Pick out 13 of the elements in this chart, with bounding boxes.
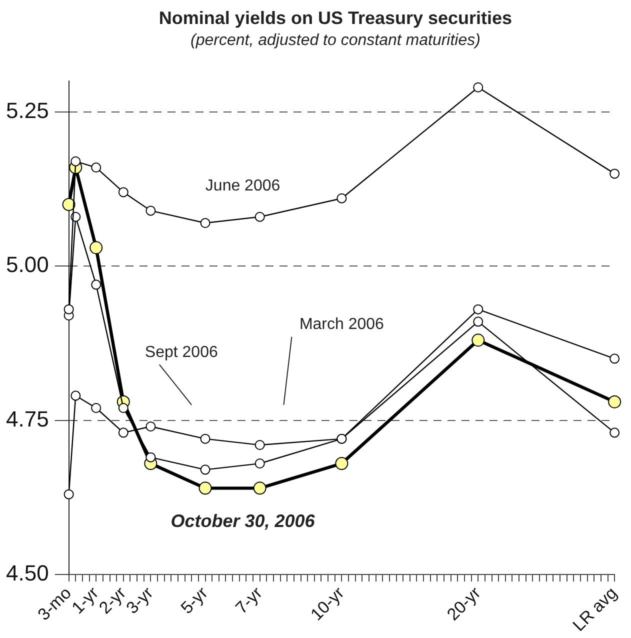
y-tick-label: 4.50 <box>6 560 49 586</box>
series-label: Sept 2006 <box>144 344 218 361</box>
y-tick-label: 5.25 <box>6 98 49 124</box>
chart-title: Nominal yields on US Treasury securities <box>158 8 514 29</box>
x-tick-label: LR avg <box>569 583 621 635</box>
x-tick-label: 7-yr <box>232 583 266 618</box>
chart-subtitle: (percent, adjusted to constant maturities) <box>190 32 482 50</box>
x-tick-label: 5-yr <box>177 583 212 618</box>
text: March 2006 <box>299 316 384 334</box>
series-label: October 30, 2006 <box>170 511 316 532</box>
y-tick-label: 5.00 <box>6 252 49 278</box>
series-label: June 2006 <box>205 177 280 194</box>
y-tick-label: 4.75 <box>6 406 49 432</box>
